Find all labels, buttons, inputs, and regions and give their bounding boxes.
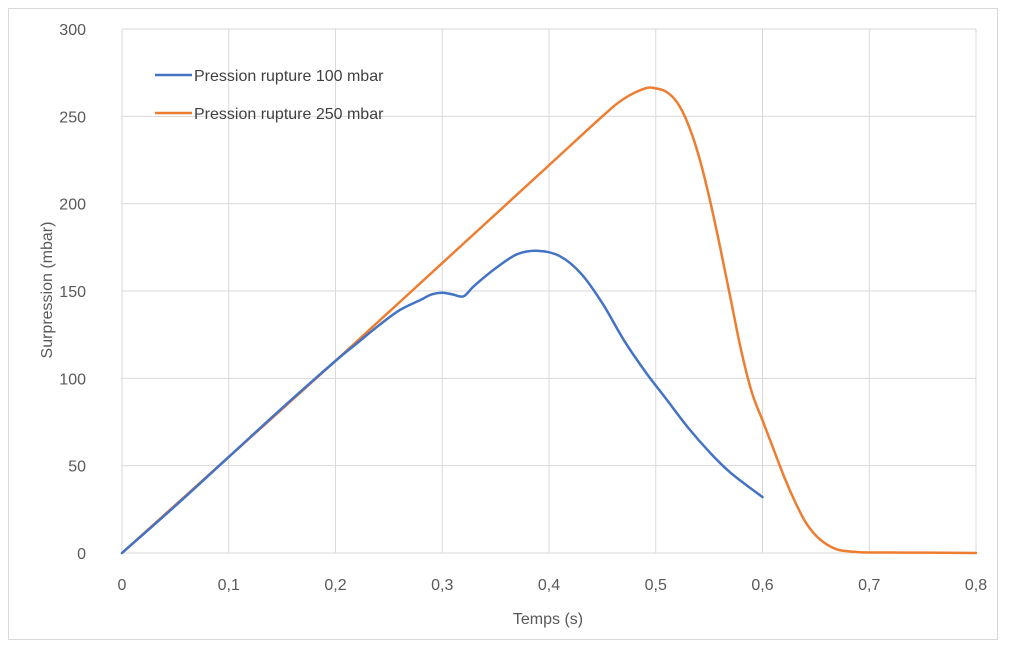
gridlines (121, 28, 977, 554)
y-tick-label: 200 (59, 197, 86, 214)
legend: Pression rupture 100 mbar Pression ruptur… (155, 68, 384, 123)
series-line-0 (120, 249, 764, 555)
y-tick-label: 100 (59, 371, 86, 388)
x-axis-title: Temps (s) (513, 611, 583, 628)
series-lines (120, 86, 978, 555)
legend-label: Pression rupture 100 mbar (194, 68, 384, 85)
series-line-1 (120, 86, 978, 555)
x-tick-label: 0,6 (751, 577, 773, 594)
x-tick-label: 0,1 (218, 577, 240, 594)
y-tick-label: 50 (68, 459, 86, 476)
y-tick-label: 150 (59, 284, 86, 301)
y-tick-label: 0 (77, 546, 86, 563)
x-tick-label: 0,7 (858, 577, 880, 594)
x-tick-label: 0,3 (431, 577, 453, 594)
legend-label: Pression rupture 250 mbar (194, 106, 384, 123)
y-tick-label: 300 (59, 22, 86, 39)
x-tick-label: 0,5 (645, 577, 667, 594)
x-tick-label: 0 (118, 577, 127, 594)
x-tick-label: 0,4 (538, 577, 560, 594)
x-tick-label: 0,2 (324, 577, 346, 594)
x-tick-label: 0,8 (965, 577, 987, 594)
tick-labels: 0 50 100 150 200 250 300 0 0,1 0,2 0,3 0,4 0,5 0,6 0,7… (59, 22, 987, 594)
y-tick-label: 250 (59, 109, 86, 126)
y-axis-title: Surpression (mbar) (39, 222, 56, 359)
